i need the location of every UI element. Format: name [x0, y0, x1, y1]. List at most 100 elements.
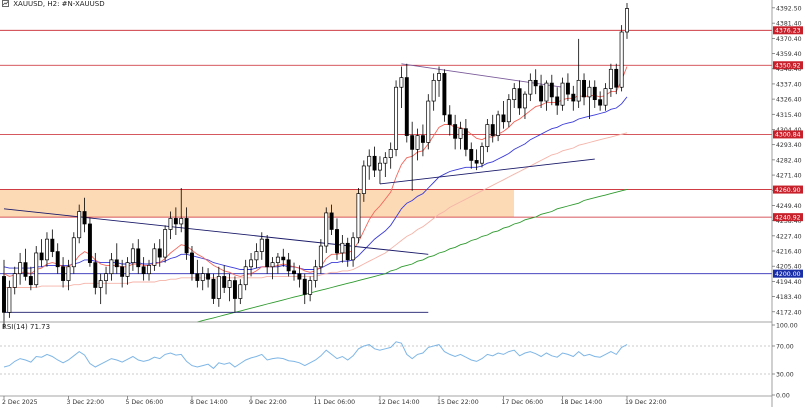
candle — [2, 259, 6, 329]
candle-body — [109, 259, 114, 275]
candle-body — [490, 124, 495, 136]
candle — [195, 259, 200, 288]
price-tick-label: 4359.40 — [776, 51, 802, 58]
candle-body — [249, 259, 254, 268]
candle-body — [286, 259, 291, 272]
candle-body — [2, 276, 6, 313]
candle-body — [265, 238, 270, 268]
candle — [394, 80, 399, 157]
candle-body — [61, 266, 66, 281]
candle-body — [93, 262, 98, 288]
candle-body — [598, 99, 603, 106]
price-tick-label: 4392.50 — [776, 5, 802, 12]
time-tick-label: 9 Dec 22:00 — [249, 399, 287, 406]
level-box — [773, 61, 803, 70]
candle — [335, 218, 339, 260]
candle — [286, 252, 291, 277]
candle-body — [163, 229, 168, 258]
candle — [351, 232, 356, 267]
candle-body — [410, 135, 415, 150]
price-tick-label: 4337.40 — [776, 81, 802, 88]
candle — [528, 73, 533, 102]
candle-body — [168, 218, 173, 230]
candle — [7, 280, 12, 318]
candle-body — [173, 218, 178, 225]
candle — [313, 259, 318, 288]
candle-body — [45, 238, 49, 261]
candle-body — [232, 280, 237, 299]
candle — [243, 259, 248, 291]
candle-body — [592, 86, 597, 101]
candle-body — [254, 251, 259, 261]
candle-body — [517, 88, 522, 109]
candle — [324, 207, 329, 253]
candle — [206, 268, 211, 288]
symbol-label: #N-XAUUSD — [61, 0, 105, 8]
candle — [544, 80, 549, 111]
time-tick-label: 3 Dec 22:00 — [66, 399, 104, 406]
time-axis[interactable]: 2 Dec 2025 3 Dec 22:00 5 Dec 06:00 8 Dec 14… — [2, 396, 667, 406]
level-box — [773, 185, 803, 194]
time-tick-label: 19 Dec 22:00 — [625, 399, 667, 406]
candle-body — [533, 79, 538, 87]
candle-body — [200, 273, 205, 281]
candle-body — [195, 273, 200, 281]
candle — [98, 273, 103, 305]
candle-body — [125, 262, 130, 277]
candle-body — [206, 273, 211, 280]
candle-body — [351, 237, 356, 261]
supply-demand-zone — [0, 189, 514, 218]
candle — [249, 252, 254, 277]
candle — [173, 207, 178, 235]
candle — [141, 257, 146, 281]
candle-body — [28, 276, 33, 286]
candle — [377, 156, 382, 184]
candle-body — [281, 256, 286, 261]
candle-body — [34, 252, 39, 286]
level-box-label: 4240.92 — [775, 214, 801, 221]
candle — [55, 243, 60, 274]
candle — [506, 94, 511, 128]
candle-body — [549, 82, 554, 98]
candle — [66, 259, 71, 291]
candle-body — [565, 82, 570, 95]
price-tick-label: 4216.40 — [776, 249, 802, 256]
candle-body — [313, 266, 318, 281]
candle-body — [480, 146, 484, 164]
candle-body — [222, 276, 227, 288]
candle — [463, 119, 468, 157]
candle — [308, 276, 313, 302]
candle-body — [130, 248, 135, 263]
candle — [474, 149, 479, 171]
candle — [329, 204, 334, 235]
candle — [372, 146, 377, 177]
trendline-3 — [379, 158, 595, 185]
candle-body — [141, 266, 146, 275]
zone-rect — [0, 189, 514, 218]
candle-body — [555, 96, 560, 106]
price-tick-label: 4227.40 — [776, 233, 802, 240]
candle — [592, 80, 597, 108]
candle — [71, 232, 76, 274]
level-box — [773, 26, 803, 35]
candle — [23, 248, 28, 281]
candle-body — [23, 262, 28, 277]
candle-body — [120, 266, 125, 277]
candle-body — [415, 135, 420, 150]
candle-body — [431, 79, 436, 102]
chart-header: XAUUSD, H2: #N-XAUUSD — [2, 0, 105, 8]
candle-body — [329, 212, 334, 230]
candle — [152, 243, 157, 271]
candle-body — [243, 266, 248, 286]
rsi-header: RSI(14) 71.73 — [2, 323, 50, 331]
time-tick-label: 2 Dec 2025 — [2, 399, 38, 406]
candle — [12, 266, 17, 295]
candle — [480, 142, 484, 168]
candle-body — [383, 157, 388, 164]
candle-body — [539, 85, 544, 102]
candle-body — [39, 252, 44, 261]
candle-body — [377, 162, 382, 171]
time-tick-label: 5 Dec 06:00 — [126, 399, 164, 406]
candle — [227, 273, 232, 302]
